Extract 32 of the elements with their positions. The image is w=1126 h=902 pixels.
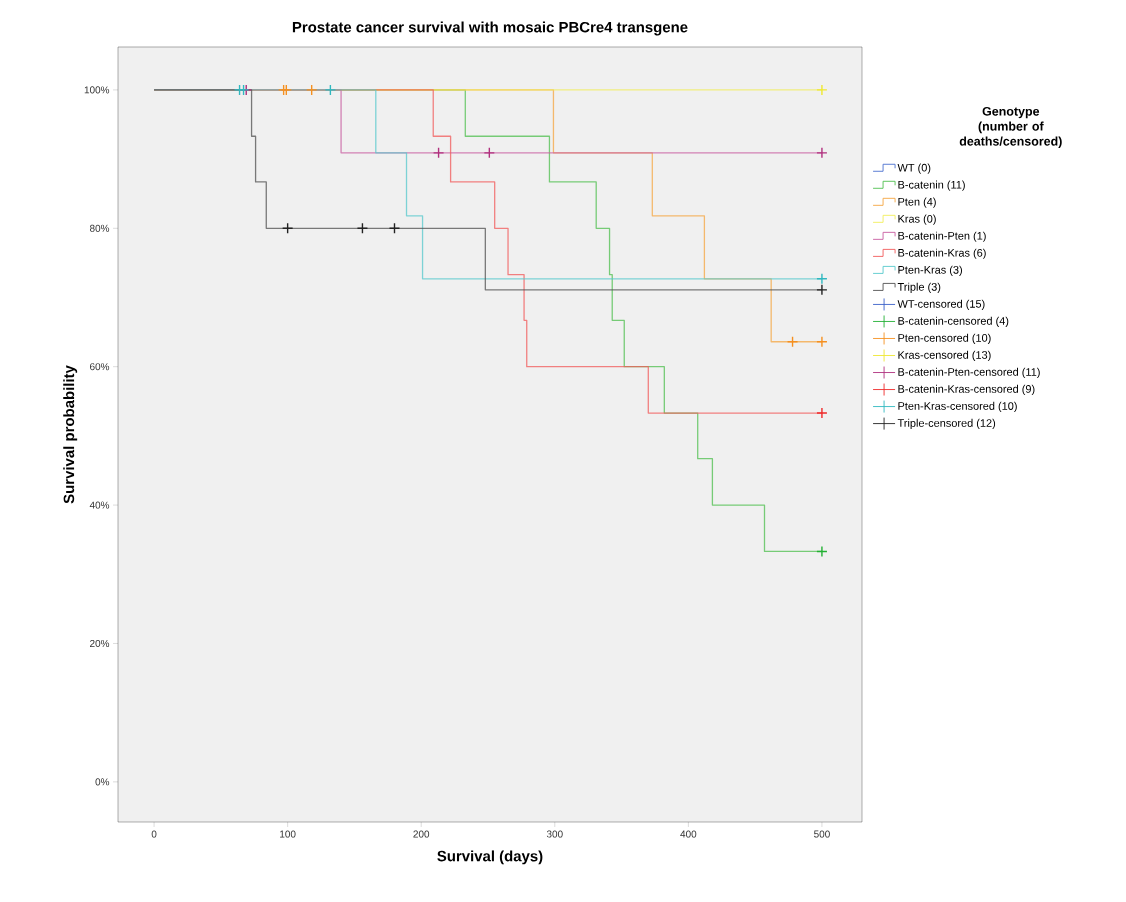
legend-label: B-catenin-Pten-censored (11) (898, 367, 1040, 379)
x-tick-label: 100 (280, 830, 296, 838)
legend-label: B-catenin-Pten (1) (898, 231, 986, 242)
y-tick-label: 100% (84, 86, 110, 94)
legend-label: WT (0) (897, 163, 931, 174)
y-tick-label: 0% (95, 778, 110, 786)
legend-label: Pten (4) (898, 197, 936, 208)
x-axis-title: Survival (days) (437, 850, 543, 865)
legend-label: Pten-Kras (3) (898, 265, 962, 276)
legend-label: B-catenin (11) (898, 180, 965, 191)
y-tick-label: 20% (90, 639, 110, 647)
x-tick-label: 400 (680, 830, 697, 838)
legend-label: Kras-censored (13) (898, 350, 991, 361)
legend-label: Pten-Kras-censored (10) (898, 401, 1017, 413)
x-tick-label: 500 (814, 830, 830, 838)
y-axis-title: Survival probability (63, 365, 78, 504)
legend-label: B-catenin-censored (4) (898, 316, 1009, 327)
x-tick-label: 200 (413, 830, 430, 838)
y-tick-label: 40% (89, 501, 110, 509)
legend-title: Genotype (number of deaths/censored) (959, 106, 1062, 149)
x-tick-label: 0 (151, 830, 157, 838)
legend-label: Kras (0) (898, 214, 936, 225)
y-tick-label: 80% (89, 224, 110, 232)
legend-label: Triple-censored (12) (897, 418, 996, 430)
legend-label: B-catenin-Kras-censored (9) (898, 384, 1035, 396)
legend-label: Pten-censored (10) (898, 333, 991, 344)
legend-label: B-catenin-Kras (6) (898, 248, 986, 259)
legend-label: Triple (3) (897, 282, 941, 293)
chart-title: Prostate cancer survival with mosaic PBCre4 transgene (292, 21, 688, 36)
legend-label: WT-censored (15) (897, 299, 985, 310)
x-tick-label: 300 (546, 830, 563, 838)
y-tick-label: 60% (90, 363, 110, 371)
